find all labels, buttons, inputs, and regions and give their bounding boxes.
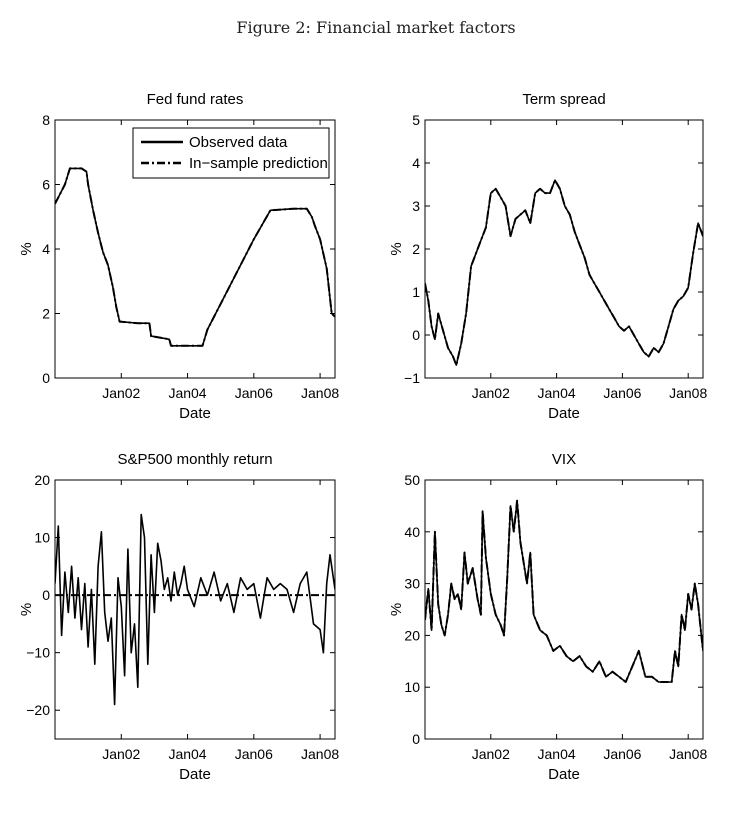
y-tick-label: 8 bbox=[42, 112, 50, 128]
chart-title: S&P500 monthly return bbox=[117, 451, 272, 468]
plot-frame bbox=[54, 479, 336, 740]
prediction-line bbox=[55, 167, 335, 347]
y-tick-label: 10 bbox=[34, 530, 50, 546]
y-tick-label: 40 bbox=[404, 524, 420, 540]
x-tick-label: Jan06 bbox=[603, 385, 641, 401]
y-tick-label: 0 bbox=[42, 370, 50, 386]
y-axis-label: % bbox=[388, 242, 405, 255]
y-tick-label: 4 bbox=[42, 241, 50, 257]
x-tick-label: Jan02 bbox=[472, 746, 510, 762]
y-tick-label: 4 bbox=[412, 155, 420, 171]
x-tick-label: Jan08 bbox=[669, 746, 707, 762]
y-axis-label: % bbox=[18, 242, 35, 255]
observed-line bbox=[55, 513, 335, 706]
y-tick-label: 0 bbox=[42, 587, 50, 603]
legend-box bbox=[132, 127, 330, 179]
y-tick-label: 5 bbox=[412, 112, 420, 128]
legend-prediction-label: In−sample prediction bbox=[189, 155, 328, 172]
chart-title: VIX bbox=[552, 451, 576, 468]
x-tick-label: Jan04 bbox=[538, 746, 576, 762]
x-axis-label: Date bbox=[548, 766, 580, 783]
x-axis-label: Date bbox=[179, 405, 211, 422]
y-tick-label: 2 bbox=[42, 306, 50, 322]
y-tick-label: 2 bbox=[412, 241, 420, 257]
x-tick-label: Jan08 bbox=[301, 385, 339, 401]
y-tick-label: 0 bbox=[412, 731, 420, 747]
x-tick-label: Jan04 bbox=[168, 746, 206, 762]
prediction-line bbox=[425, 499, 703, 683]
x-tick-label: Jan02 bbox=[472, 385, 510, 401]
y-tick-label: 20 bbox=[404, 627, 420, 643]
y-tick-label: 20 bbox=[34, 472, 50, 488]
x-tick-label: Jan06 bbox=[235, 385, 273, 401]
y-tick-label: 0 bbox=[412, 327, 420, 343]
y-tick-label: −1 bbox=[404, 370, 420, 386]
prediction-line bbox=[425, 179, 703, 367]
y-tick-label: 6 bbox=[42, 177, 50, 193]
legend-observed-label: Observed data bbox=[189, 134, 288, 151]
x-tick-label: Jan06 bbox=[603, 746, 641, 762]
x-tick-label: Jan04 bbox=[168, 385, 206, 401]
x-axis-label: Date bbox=[179, 766, 211, 783]
y-tick-label: 3 bbox=[412, 198, 420, 214]
x-tick-label: Jan02 bbox=[102, 746, 140, 762]
y-tick-label: 50 bbox=[404, 472, 420, 488]
x-axis-label: Date bbox=[548, 405, 580, 422]
y-axis-label: % bbox=[18, 603, 35, 616]
plot-frame bbox=[424, 119, 704, 379]
x-tick-label: Jan02 bbox=[102, 385, 140, 401]
x-tick-label: Jan06 bbox=[235, 746, 273, 762]
y-tick-label: 10 bbox=[404, 679, 420, 695]
chart-title: Term spread bbox=[522, 91, 605, 108]
y-tick-label: 30 bbox=[404, 576, 420, 592]
y-tick-label: −10 bbox=[26, 645, 50, 661]
chart-title: Fed fund rates bbox=[147, 91, 244, 108]
y-tick-label: 1 bbox=[412, 284, 420, 300]
y-axis-label: % bbox=[388, 603, 405, 616]
y-tick-label: −20 bbox=[26, 702, 50, 718]
x-tick-label: Jan04 bbox=[538, 385, 576, 401]
x-tick-label: Jan08 bbox=[669, 385, 707, 401]
figure-caption: Figure 2: Financial market factors bbox=[236, 18, 516, 37]
plot-frame bbox=[424, 479, 704, 740]
x-tick-label: Jan08 bbox=[301, 746, 339, 762]
